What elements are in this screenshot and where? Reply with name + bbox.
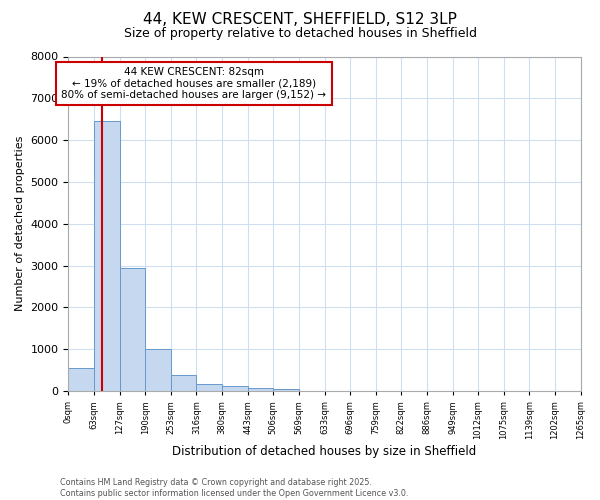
Text: Size of property relative to detached houses in Sheffield: Size of property relative to detached ho…: [124, 28, 476, 40]
Y-axis label: Number of detached properties: Number of detached properties: [15, 136, 25, 312]
X-axis label: Distribution of detached houses by size in Sheffield: Distribution of detached houses by size …: [172, 444, 476, 458]
Bar: [171, 376, 196, 391]
Bar: [145, 349, 171, 391]
Bar: [68, 368, 94, 391]
Bar: [248, 388, 273, 391]
Text: Contains HM Land Registry data © Crown copyright and database right 2025.
Contai: Contains HM Land Registry data © Crown c…: [60, 478, 409, 498]
Bar: [196, 384, 222, 391]
Bar: [94, 122, 120, 391]
Bar: [222, 386, 248, 391]
Text: 44, KEW CRESCENT, SHEFFIELD, S12 3LP: 44, KEW CRESCENT, SHEFFIELD, S12 3LP: [143, 12, 457, 28]
Text: 44 KEW CRESCENT: 82sqm
← 19% of detached houses are smaller (2,189)
80% of semi-: 44 KEW CRESCENT: 82sqm ← 19% of detached…: [61, 67, 326, 100]
Bar: [273, 389, 299, 391]
Bar: [120, 268, 145, 391]
